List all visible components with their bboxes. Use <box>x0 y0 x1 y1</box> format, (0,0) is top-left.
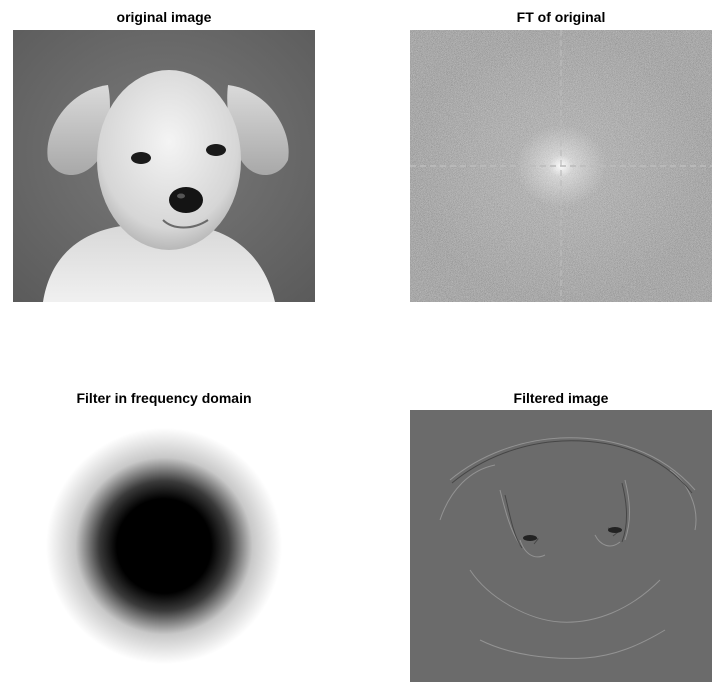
filter-title: Filter in frequency domain <box>76 390 252 406</box>
filter-image <box>13 410 315 682</box>
original-image-panel <box>13 30 315 302</box>
filtered-panel <box>410 410 712 682</box>
filtered-image <box>410 410 712 682</box>
filtered-title: Filtered image <box>513 390 609 406</box>
ft-spectrum-image <box>410 30 712 302</box>
puppy-image <box>13 30 315 302</box>
original-image-title: original image <box>116 9 212 25</box>
ft-panel <box>410 30 712 302</box>
filter-panel <box>13 410 315 682</box>
ft-title: FT of original <box>516 9 606 25</box>
